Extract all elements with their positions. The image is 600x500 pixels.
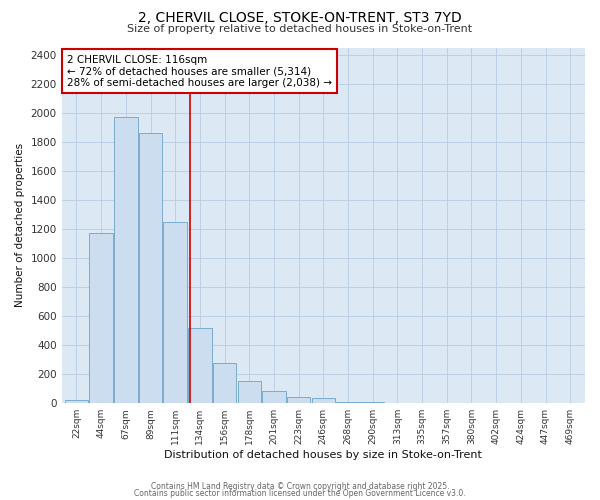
Text: 2 CHERVIL CLOSE: 116sqm
← 72% of detached houses are smaller (5,314)
28% of semi: 2 CHERVIL CLOSE: 116sqm ← 72% of detache… — [67, 54, 332, 88]
X-axis label: Distribution of detached houses by size in Stoke-on-Trent: Distribution of detached houses by size … — [164, 450, 482, 460]
Text: Size of property relative to detached houses in Stoke-on-Trent: Size of property relative to detached ho… — [127, 24, 473, 34]
Y-axis label: Number of detached properties: Number of detached properties — [15, 144, 25, 308]
Text: 2, CHERVIL CLOSE, STOKE-ON-TRENT, ST3 7YD: 2, CHERVIL CLOSE, STOKE-ON-TRENT, ST3 7Y… — [138, 11, 462, 25]
Bar — [163, 222, 187, 403]
Bar — [139, 133, 162, 403]
Bar — [287, 398, 310, 403]
Bar — [361, 402, 385, 403]
Text: Contains public sector information licensed under the Open Government Licence v3: Contains public sector information licen… — [134, 489, 466, 498]
Bar — [238, 382, 261, 403]
Bar — [114, 117, 137, 403]
Bar — [262, 391, 286, 403]
Bar — [336, 402, 360, 403]
Bar — [311, 398, 335, 403]
Bar — [89, 234, 113, 403]
Bar — [188, 328, 212, 403]
Bar — [213, 364, 236, 403]
Bar — [65, 400, 88, 403]
Text: Contains HM Land Registry data © Crown copyright and database right 2025.: Contains HM Land Registry data © Crown c… — [151, 482, 449, 491]
